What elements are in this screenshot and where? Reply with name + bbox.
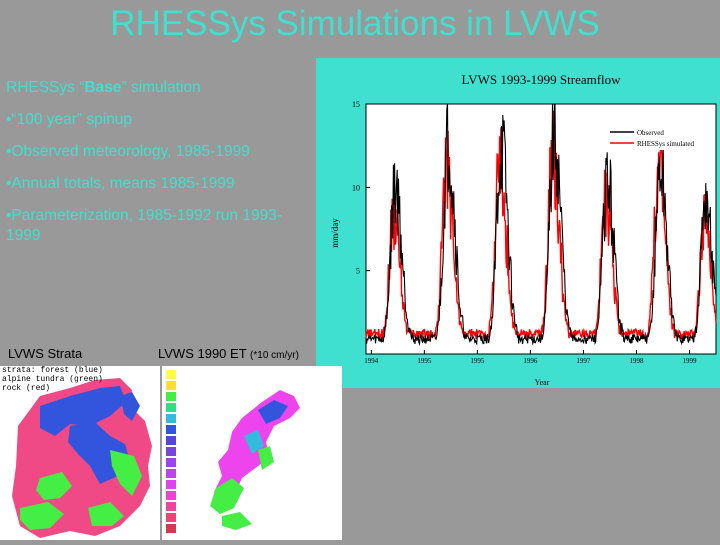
y-tick-label: 15 bbox=[352, 100, 360, 109]
bullet-base-simulation: RHESSys “Base” simulation bbox=[6, 79, 201, 96]
caption-et: LVWS 1990 ET (*10 cm/yr) bbox=[158, 346, 299, 361]
chart-title: LVWS 1993-1999 Streamflow bbox=[461, 72, 621, 87]
et-scale-swatch bbox=[166, 447, 176, 456]
strata-map-image bbox=[12, 378, 152, 538]
chart-ylabel: mm/day bbox=[330, 218, 340, 248]
et-map bbox=[162, 366, 342, 540]
et-scale-swatch bbox=[166, 436, 176, 445]
legend-label: Observed bbox=[637, 129, 664, 137]
et-scale-swatch bbox=[166, 513, 176, 522]
legend-box bbox=[606, 124, 714, 150]
et-scale-swatch bbox=[166, 425, 176, 434]
bullet-list: RHESSys “Base” simulation •“100 year” sp… bbox=[6, 78, 310, 258]
x-tick-label: 1997 bbox=[576, 357, 591, 365]
x-tick-label: 1994 bbox=[364, 357, 379, 365]
chart-xlabel: Year bbox=[535, 378, 550, 387]
et-scale-swatch bbox=[166, 480, 176, 489]
et-scale-swatch bbox=[166, 370, 176, 379]
x-tick-label: 1995 bbox=[417, 357, 432, 365]
et-scale-swatch bbox=[166, 469, 176, 478]
et-map-image bbox=[166, 370, 300, 533]
strata-map: strata: forest (blue) alpine tundra (gre… bbox=[0, 366, 160, 540]
et-scale-swatch bbox=[166, 491, 176, 500]
y-tick-label: 10 bbox=[352, 183, 360, 192]
legend-label: RHESSys simulated bbox=[637, 140, 694, 148]
x-tick-label: 1998 bbox=[629, 357, 644, 365]
et-scale-swatch bbox=[166, 458, 176, 467]
x-tick-label: 1999 bbox=[682, 357, 697, 365]
bullet-spinup: •“100 year” spinup bbox=[6, 111, 133, 128]
series-line bbox=[365, 103, 717, 347]
et-scale-swatch bbox=[166, 524, 176, 533]
chart-series bbox=[365, 103, 717, 347]
et-scale-swatch bbox=[166, 392, 176, 401]
x-tick-label: 1996 bbox=[523, 357, 538, 365]
et-scale-swatch bbox=[166, 502, 176, 511]
strata-legend: strata: forest (blue) alpine tundra (gre… bbox=[2, 366, 103, 393]
bullet-meteorology: •Observed meteorology, 1985-1999 bbox=[6, 143, 250, 160]
et-color-scale bbox=[166, 370, 176, 533]
y-tick-label: 5 bbox=[356, 267, 360, 276]
streamflow-chart-svg: LVWS 1993-1999 Streamflow mm/day Year 5 1… bbox=[330, 72, 717, 387]
streamflow-chart: LVWS 1993-1999 Streamflow mm/day Year 5 1… bbox=[316, 58, 720, 388]
x-tick-label: 1995 bbox=[470, 357, 485, 365]
et-scale-swatch bbox=[166, 381, 176, 390]
bullet-parameterization: •Parameterization, 1985-1992 run 1993-19… bbox=[6, 207, 282, 244]
caption-strata: LVWS Strata bbox=[8, 346, 83, 361]
et-scale-swatch bbox=[166, 403, 176, 412]
et-scale-swatch bbox=[166, 414, 176, 423]
slide-title: RHESSys Simulations in LVWS bbox=[110, 4, 600, 43]
bullet-annual-totals: •Annual totals, means 1985-1999 bbox=[6, 175, 235, 192]
chart-legend: Observed RHESSys simulated bbox=[606, 124, 714, 150]
